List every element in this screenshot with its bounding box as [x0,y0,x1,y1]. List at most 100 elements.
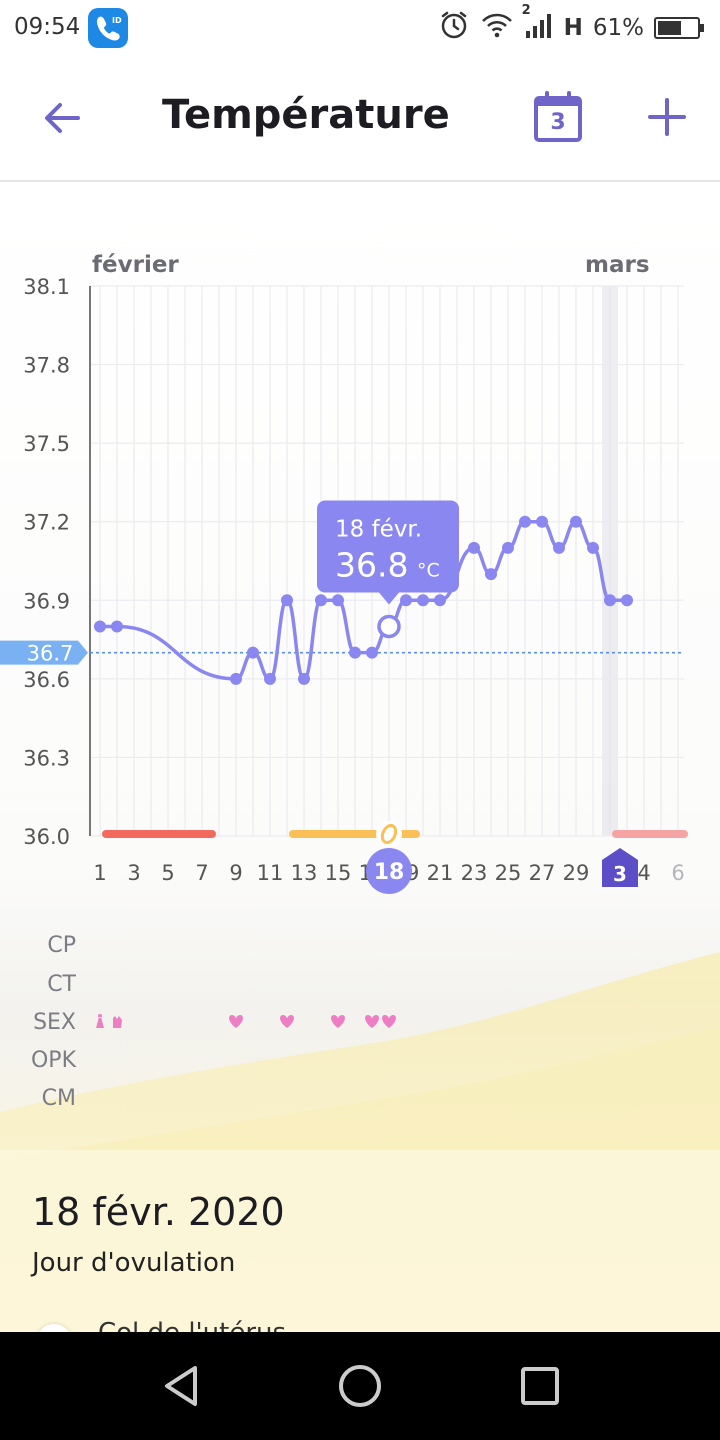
battery-icon [654,17,704,39]
app-bar: Température 3 [0,56,720,182]
month-label-fevrier: février [92,252,179,278]
navigation-bar [0,1332,720,1440]
track-label-opk: OPK [30,1048,76,1073]
temperature-point [349,646,361,659]
y-tick-label: 37.5 [23,432,70,456]
temperature-point [332,594,344,607]
temperature-point [570,515,582,528]
heart-icon [280,1015,294,1028]
page-title: Température [162,92,450,138]
tooltip-value: 36.8 [335,545,408,584]
temperature-point [230,672,242,685]
temperature-point [434,594,446,607]
temperature-point [400,594,412,607]
x-tick-label: 3 [127,861,140,885]
temperature-point [315,594,327,607]
figure-icon [96,1014,104,1028]
plus-icon[interactable] [644,94,690,140]
day-status: Jour d'ovulation [32,1248,236,1278]
alarm-icon [438,9,470,47]
x-tick-label: 11 [257,861,284,885]
x-tick-label: 15 [325,861,352,885]
temperature-point [94,620,106,633]
x-tick-label: 13 [291,861,318,885]
temperature-point [298,672,310,685]
track-label-sex: SEX [33,1010,76,1035]
status-time: 09:54 [14,14,81,40]
wifi-icon [480,11,514,45]
temperature-point [536,515,548,528]
x-tick-label: 27 [529,861,556,885]
x-tick-label: 25 [495,861,522,885]
x-tick-label: 29 [563,861,590,885]
heart-icon [382,1015,396,1028]
x-tick-label: 4 [637,861,650,885]
x-tick-label: 21 [427,861,454,885]
selected-day-label: 18 [374,860,405,885]
tracks-panel: CP CT SEX OPK CM [0,925,720,1125]
selected-date: 18 févr. 2020 [32,1190,285,1234]
coverline-badge [0,640,88,665]
svg-text:ID: ID [112,16,122,25]
x-tick-label: 1 [93,861,106,885]
y-tick-label: 37.8 [23,354,70,378]
temperature-point [621,594,633,607]
x-tick-label: 6 [671,861,684,885]
y-tick-label: 36.0 [23,825,70,849]
x-tick-label: 9 [229,861,242,885]
calendar-button[interactable]: 3 [532,90,584,144]
temperature-chart[interactable]: février mars 38.1 37.8 37.5 37.2 36.9 36.6 36.3 3… [0,182,720,912]
network-type: H [563,15,583,41]
calendar-icon [534,91,582,142]
y-tick-label: 38.1 [23,275,70,299]
today-marker [602,848,638,887]
temperature-point [366,646,378,659]
today-marker-label: 3 [613,862,627,886]
selected-day-badge [366,848,412,894]
status-bar: 09:54 ID 2 H 61% [0,0,720,56]
heart-icon [365,1015,379,1028]
selected-point [377,614,401,639]
temperature-point [502,541,514,554]
nav-recents-icon[interactable] [514,1360,566,1412]
y-tick-label: 37.2 [23,511,70,535]
sex-track [96,1014,396,1028]
signal-icon: 2 [522,3,554,45]
y-tick-label: 36.6 [23,668,70,692]
temperature-point [604,594,616,607]
tooltip-unit: °C [417,559,440,581]
temperature-point [111,620,123,633]
track-label-cm: CM [41,1086,76,1111]
track-label-cp: CP [47,933,76,958]
nav-back-icon[interactable] [155,1360,207,1412]
battery-percent: 61% [592,15,644,41]
tooltip-date: 18 févr. [335,516,422,542]
x-tick-label: 7 [195,861,208,885]
calendar-day: 3 [550,110,566,135]
month-label-mars: mars [585,252,650,278]
hand-icon [113,1016,122,1028]
track-label-ct: CT [47,972,76,997]
y-tick-label: 36.9 [23,589,70,613]
temperature-point [264,672,276,685]
temperature-point [417,594,429,607]
call-badge-icon: ID [88,8,128,48]
today-column [602,286,618,836]
arrow-left-icon[interactable] [40,94,88,142]
temperature-point [468,541,480,554]
coverline-label: 36.7 [27,642,74,666]
temperature-point [519,515,531,528]
x-tick-label: 5 [161,861,174,885]
heart-icon [229,1015,243,1028]
temperature-point [587,541,599,554]
temperature-point [553,541,565,554]
y-tick-label: 36.3 [23,746,70,770]
temperature-point [281,594,293,607]
nav-home-icon[interactable] [334,1360,386,1412]
tooltip-box [317,500,459,593]
day-info-card: 18 févr. 2020 Jour d'ovulation Col de l'… [0,1150,720,1360]
network-sup: 2 [521,3,531,18]
ovulation-egg-icon [380,823,398,845]
temperature-point [247,646,259,659]
x-tick-label: 23 [461,861,488,885]
